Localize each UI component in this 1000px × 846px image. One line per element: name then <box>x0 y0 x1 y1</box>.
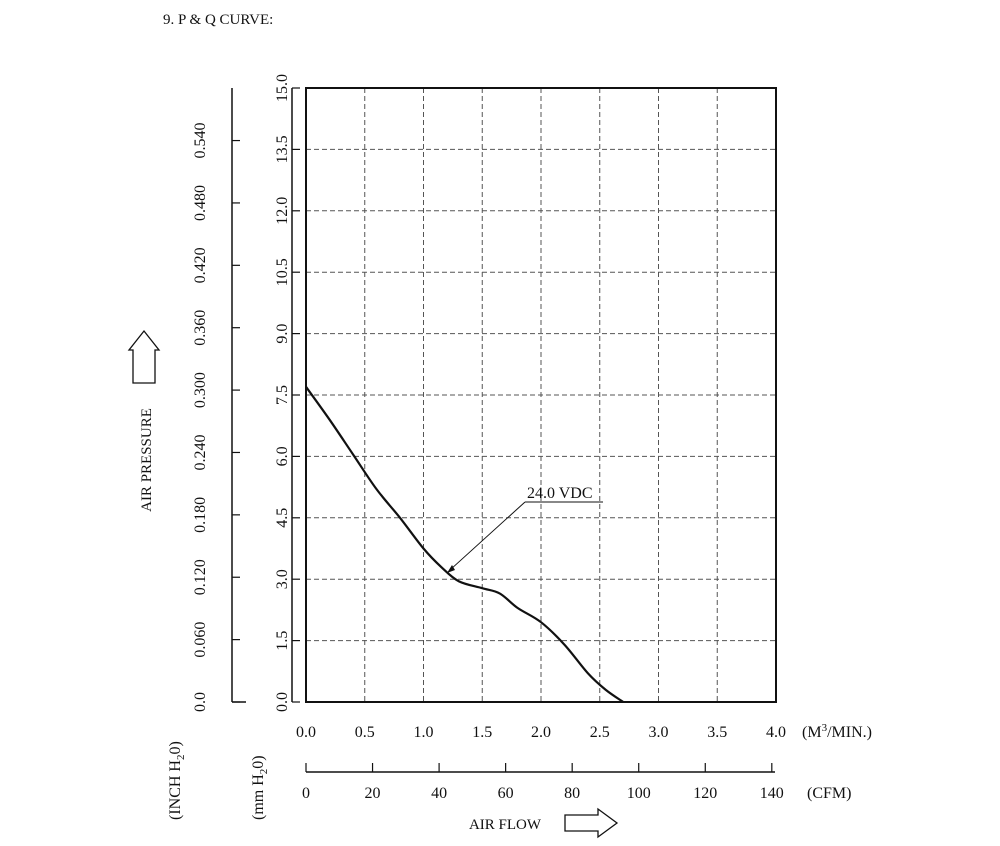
right-arrow-icon <box>564 807 619 839</box>
inch-tick-label: 0.360 <box>192 310 209 346</box>
x-axis-cfm: 0 20 40 60 80 100 120 140 <box>302 763 784 802</box>
cfm-tick-label: 100 <box>627 785 651 802</box>
x-tick-label: 2.0 <box>531 724 551 741</box>
y-tick-label: 7.5 <box>274 385 291 405</box>
x-tick-label: 1.5 <box>472 724 492 741</box>
inch-tick-label: 0.0 <box>192 692 209 712</box>
y-tick-label: 6.0 <box>274 446 291 466</box>
x-tick-label: 2.5 <box>590 724 610 741</box>
y-tick-label: 12.0 <box>274 197 291 225</box>
y-axis-inch: 0.0 0.060 0.120 0.180 0.240 0.300 0.360 0.420 0.… <box>192 88 246 712</box>
inch-tick-label: 0.180 <box>192 497 209 533</box>
x-tick-label: 0.5 <box>355 724 375 741</box>
y-mm-unit-label: (mm H20) <box>250 755 270 820</box>
y-tick-label: 0.0 <box>274 692 291 712</box>
series-label: 24.0 VDC <box>527 485 593 502</box>
x-tick-label: 4.0 <box>766 724 786 741</box>
x-tick-label: 0.0 <box>296 724 316 741</box>
y-axis-mm: 0.0 1.5 3.0 4.5 6.0 7.5 9.0 10.5 12.0 13.5 15.0 <box>274 74 300 712</box>
inch-tick-label: 0.240 <box>192 434 209 470</box>
inch-tick-label: 0.480 <box>192 185 209 221</box>
y-tick-label: 15.0 <box>274 74 291 102</box>
x-tick-label: 1.0 <box>414 724 434 741</box>
cfm-tick-label: 20 <box>365 785 381 802</box>
annotation-arrowhead <box>447 565 455 574</box>
cfm-tick-label: 0 <box>302 785 310 802</box>
x-tick-label: 3.5 <box>707 724 727 741</box>
x-axis-title: AIR FLOW <box>469 817 542 833</box>
cfm-unit-label: (CFM) <box>807 785 851 802</box>
y-tick-label: 10.5 <box>274 258 291 286</box>
plot-frame <box>305 87 777 703</box>
y-tick-label: 9.0 <box>274 324 291 344</box>
cfm-tick-label: 80 <box>564 785 580 802</box>
cfm-tick-label: 60 <box>498 785 514 802</box>
y-inch-unit-label: (INCH H20) <box>167 741 187 820</box>
cfm-tick-label: 40 <box>431 785 447 802</box>
y-tick-label: 13.5 <box>274 135 291 163</box>
annotation-leader-line <box>450 501 526 570</box>
cfm-tick-label: 140 <box>760 785 784 802</box>
y-tick-label: 4.5 <box>274 508 291 528</box>
inch-tick-label: 0.540 <box>192 123 209 159</box>
inch-tick-label: 0.060 <box>192 622 209 658</box>
x-axis-m3min: 0.0 0.5 1.0 1.5 2.0 2.5 3.0 3.5 4.0 <box>296 724 786 741</box>
inch-tick-label: 0.300 <box>192 372 209 408</box>
x-tick-label: 3.0 <box>649 724 669 741</box>
y-tick-label: 3.0 <box>274 569 291 589</box>
y-tick-label: 1.5 <box>274 631 291 651</box>
up-arrow-icon <box>127 329 161 384</box>
series-layer: 24.0 VDC <box>305 386 624 703</box>
series-line <box>305 386 624 703</box>
cfm-tick-label: 120 <box>693 785 717 802</box>
inch-tick-label: 0.420 <box>192 247 209 283</box>
x-unit-label: (M3/MIN.) <box>802 722 872 741</box>
y-axis-title: AIR PRESSURE <box>139 408 155 512</box>
inch-tick-label: 0.120 <box>192 559 209 595</box>
grid-lines <box>306 88 776 702</box>
chart-heading: 9. P & Q CURVE: <box>163 12 273 28</box>
plot-area-border <box>305 87 777 703</box>
